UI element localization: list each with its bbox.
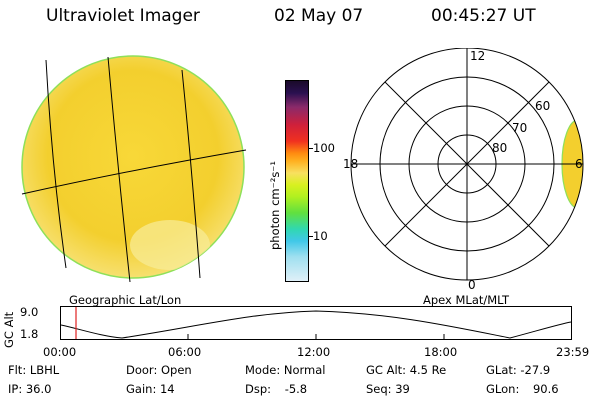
info-flt: Flt: LBHL	[8, 363, 59, 377]
meridian-line	[45, 59, 67, 269]
timeline-x-1200: 12:00	[297, 345, 331, 359]
timeline-y-min: 1.8	[20, 327, 39, 341]
colorbar-tick-mark	[308, 236, 313, 237]
info-gain-value: 14	[159, 382, 175, 396]
meridian-line	[181, 69, 201, 279]
info-door-label: Door:	[126, 363, 158, 377]
info-gain: Gain: 14	[126, 382, 175, 396]
altitude-timeline	[60, 306, 572, 340]
mlt-label-18: 18	[343, 157, 358, 171]
lat-label-70: 70	[512, 121, 527, 135]
lat-label-60: 60	[535, 99, 550, 113]
info-glat-value: -27.9	[520, 363, 551, 377]
info-seq-value: 39	[395, 382, 410, 396]
lat-label-80: 80	[492, 141, 507, 155]
caption-apex: Apex MLat/MLT	[423, 293, 510, 307]
info-mode: Mode: Normal	[245, 363, 325, 377]
info-seq: Seq: 39	[366, 382, 410, 396]
timeline-x-0000: 00:00	[43, 345, 77, 359]
colorbar-unit-label: photon cm⁻²s⁻¹	[268, 161, 282, 250]
info-flt-label: Flt:	[8, 363, 27, 377]
info-door: Door: Open	[126, 363, 192, 377]
mlt-label-0: 0	[468, 278, 476, 292]
bright-patch	[130, 220, 210, 270]
mlt-label-6: 6	[575, 157, 583, 171]
colorbar-tick-100: 100	[313, 141, 335, 155]
info-ip: IP: 36.0	[8, 382, 51, 396]
info-dsp-value: -5.8	[284, 382, 308, 396]
color-bar	[285, 80, 309, 282]
time-label: 00:45:27 UT	[431, 6, 536, 26]
info-gcalt: GC Alt: 4.5 Re	[366, 363, 446, 377]
info-gain-label: Gain:	[126, 382, 157, 396]
altitude-curve	[60, 310, 572, 339]
polar-plot: 12 18 6 0 60 70 80	[343, 48, 584, 292]
colorbar-tick-10: 10	[313, 229, 328, 243]
info-glon-value: 90.6	[532, 382, 559, 396]
info-ip-label: IP:	[8, 382, 23, 396]
colorbar-tick-mark	[308, 148, 313, 149]
info-seq-label: Seq:	[366, 382, 392, 396]
timeline-axis-label: GC Alt	[2, 311, 16, 348]
caption-geographic: Geographic Lat/Lon	[69, 293, 182, 307]
timeline-x-0600: 06:00	[168, 345, 202, 359]
meridian-line	[107, 56, 131, 283]
date-label: 02 May 07	[274, 6, 364, 26]
timeline-x-2359: 23:59	[556, 345, 590, 359]
info-flt-value: LBHL	[29, 363, 60, 377]
info-gcalt-value: 4.5 Re	[409, 363, 447, 377]
geographic-image	[21, 55, 247, 283]
info-dsp: Dsp: -5.8	[245, 382, 307, 396]
info-glat: GLat: -27.9	[486, 363, 550, 377]
info-mode-value: Normal	[283, 363, 326, 377]
timeline-y-max: 9.0	[20, 305, 39, 319]
info-door-value: Open	[160, 363, 192, 377]
info-ip-value: 36.0	[25, 382, 52, 396]
timeline-x-1800: 18:00	[424, 345, 458, 359]
mlt-label-12: 12	[470, 49, 485, 63]
parallel-line	[21, 149, 247, 195]
info-glat-label: GLat:	[486, 363, 517, 377]
info-mode-label: Mode:	[245, 363, 281, 377]
polar-diagonal	[384, 81, 550, 247]
info-gcalt-label: GC Alt:	[366, 363, 407, 377]
earth-disk	[21, 55, 245, 279]
info-glon-label: GLon:	[486, 382, 520, 396]
lat-lon-grid	[21, 56, 247, 283]
info-glon: GLon: 90.6	[486, 382, 559, 396]
info-dsp-label: Dsp:	[245, 382, 272, 396]
instrument-title: Ultraviolet Imager	[46, 6, 200, 26]
